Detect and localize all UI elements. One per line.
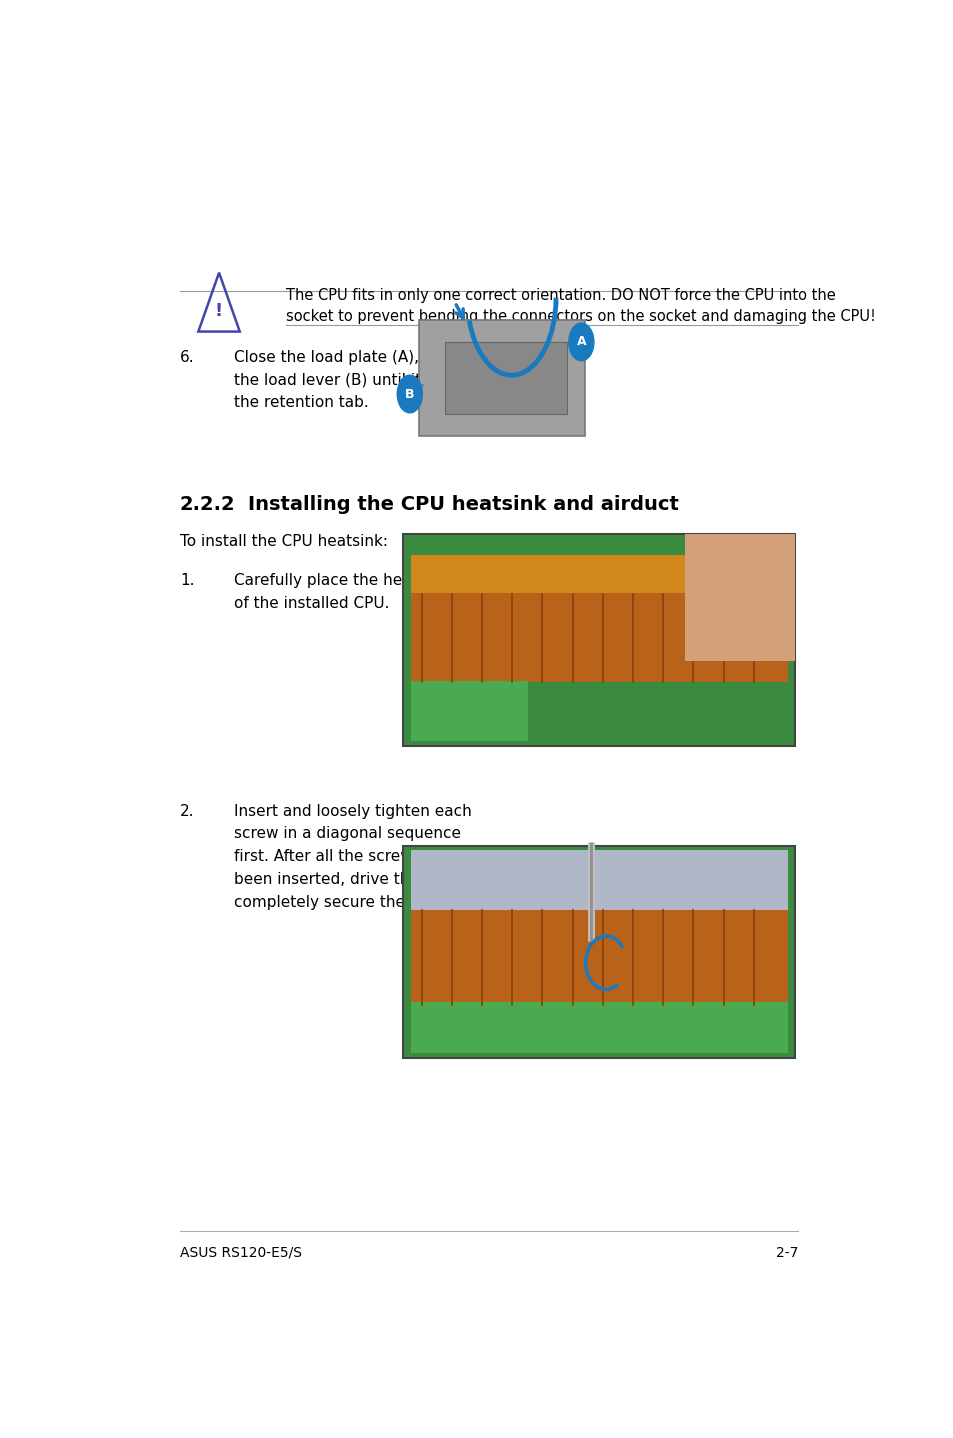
FancyBboxPatch shape: [410, 910, 787, 1005]
FancyBboxPatch shape: [418, 319, 584, 436]
Circle shape: [396, 375, 422, 413]
Text: 2-7: 2-7: [775, 1245, 797, 1260]
FancyBboxPatch shape: [684, 533, 794, 661]
Text: Insert and loosely tighten each
screw in a diagonal sequence
first. After all th: Insert and loosely tighten each screw in…: [233, 804, 496, 910]
FancyBboxPatch shape: [410, 1002, 787, 1053]
FancyBboxPatch shape: [410, 555, 787, 592]
Text: Carefully place the heatsink on top
of the installed CPU.: Carefully place the heatsink on top of t…: [233, 574, 501, 611]
Text: A: A: [576, 335, 585, 348]
FancyBboxPatch shape: [410, 682, 528, 741]
Text: 6.: 6.: [180, 349, 194, 365]
Text: 2.: 2.: [180, 804, 194, 818]
FancyBboxPatch shape: [410, 850, 787, 920]
Text: The CPU fits in only one correct orientation. DO NOT force the CPU into the
sock: The CPU fits in only one correct orienta…: [285, 288, 875, 325]
Text: Close the load plate (A), then push
the load lever (B) until it snaps into
the r: Close the load plate (A), then push the …: [233, 349, 504, 410]
Text: 2.2.2: 2.2.2: [180, 495, 235, 515]
Text: !: !: [214, 302, 223, 321]
FancyBboxPatch shape: [410, 565, 787, 683]
FancyBboxPatch shape: [403, 533, 794, 746]
Text: Installing the CPU heatsink and airduct: Installing the CPU heatsink and airduct: [248, 495, 679, 515]
Circle shape: [568, 324, 594, 361]
Text: B: B: [405, 387, 415, 401]
Text: 1.: 1.: [180, 574, 194, 588]
FancyBboxPatch shape: [403, 846, 794, 1058]
FancyBboxPatch shape: [444, 342, 566, 414]
Text: ASUS RS120-E5/S: ASUS RS120-E5/S: [180, 1245, 301, 1260]
Text: To install the CPU heatsink:: To install the CPU heatsink:: [180, 533, 388, 548]
